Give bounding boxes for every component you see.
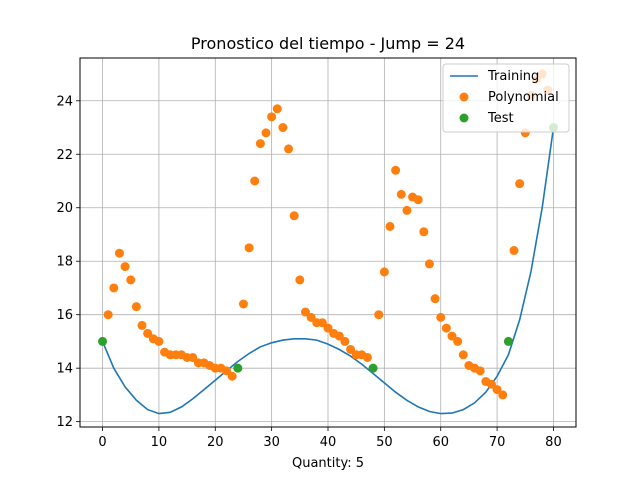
x-tick-label: 60 [432,435,449,450]
polynomial-point [278,123,288,133]
polynomial-point [486,379,496,389]
polynomial-point [131,302,141,312]
polynomial-point [379,267,389,277]
polynomial-point [492,385,502,395]
polynomial-point [227,371,237,381]
polynomial-point [188,352,198,362]
polynomial-point [396,189,406,199]
test-point [98,336,108,346]
polynomial-point [334,331,344,341]
training-line [101,127,555,415]
polynomial-point [413,195,423,205]
test-point [503,336,513,346]
y-tick-label: 24 [56,94,73,109]
legend-test-swatch [459,113,469,123]
polynomial-point [244,243,254,253]
x-tick-label: 0 [98,435,106,450]
polynomial-point [385,221,395,231]
polynomial-point [340,336,350,346]
polynomial-point [154,336,164,346]
y-tick-label: 20 [56,201,73,216]
y-tick-label: 22 [56,148,73,163]
polynomial-point [306,312,316,322]
polynomial-point [284,144,294,154]
y-tick-label: 16 [56,308,73,323]
polynomial-point [267,112,277,122]
polynomial-point [362,352,372,362]
polynomial-point [475,366,485,376]
polynomial-point [441,323,451,333]
polynomial-point [272,104,282,114]
y-tick-label: 12 [56,415,73,430]
y-tick-label: 18 [56,255,73,270]
legend-box [442,63,570,133]
test-point [233,363,243,373]
polynomial-point [126,275,136,285]
polynomial-point [137,320,147,330]
y-axis-ticks: 12 14 16 18 20 22 24 [56,94,80,430]
polynomial-point [295,275,305,285]
legend-test-label: Test [487,111,514,126]
polynomial-point [289,211,299,221]
x-tick-label: 40 [320,435,337,450]
y-tick-label: 14 [56,362,73,377]
polynomial-point [323,323,333,333]
x-tick-label: 50 [376,435,393,450]
polynomial-point [498,390,508,400]
polynomial-point [300,307,310,317]
polynomial-point [317,318,327,328]
test-point [368,363,378,373]
x-tick-label: 10 [151,435,168,450]
polynomial-point [250,176,260,186]
polynomial-point [436,312,446,322]
polynomial-point [255,139,265,149]
polynomial-point [143,328,153,338]
legend-polynomial-swatch [459,92,469,102]
polynomial-point [238,299,248,309]
polynomial-point [402,205,412,215]
polynomial-point [424,259,434,269]
polynomial-point [261,128,271,138]
polynomial-point [109,283,119,293]
polynomial-point [430,294,440,304]
x-tick-label: 70 [489,435,506,450]
polynomial-point [103,310,113,320]
x-axis-label: Quantity: 5 [292,456,364,471]
polynomial-point [515,179,525,189]
polynomial-point [458,350,468,360]
training-series [101,127,555,415]
polynomial-point [509,246,519,256]
polynomial-point [114,248,124,258]
legend-polynomial-label: Polynomial [488,90,559,105]
polynomial-point [374,310,384,320]
polynomial-point [419,227,429,237]
polynomial-point [346,344,356,354]
polynomial-point [447,331,457,341]
polynomial-point [391,165,401,175]
polynomial-point [120,262,130,272]
legend-training-label: Training [487,69,539,84]
x-tick-label: 80 [545,435,562,450]
x-axis-ticks: 0 10 20 30 40 50 60 70 80 [98,427,562,450]
x-tick-label: 20 [207,435,224,450]
polynomial-point [222,366,232,376]
legend: Training Polynomial Test [442,63,570,133]
x-tick-label: 30 [263,435,280,450]
chart-title: Pronostico del tiempo - Jump = 24 [191,34,465,53]
polynomial-point [453,336,463,346]
